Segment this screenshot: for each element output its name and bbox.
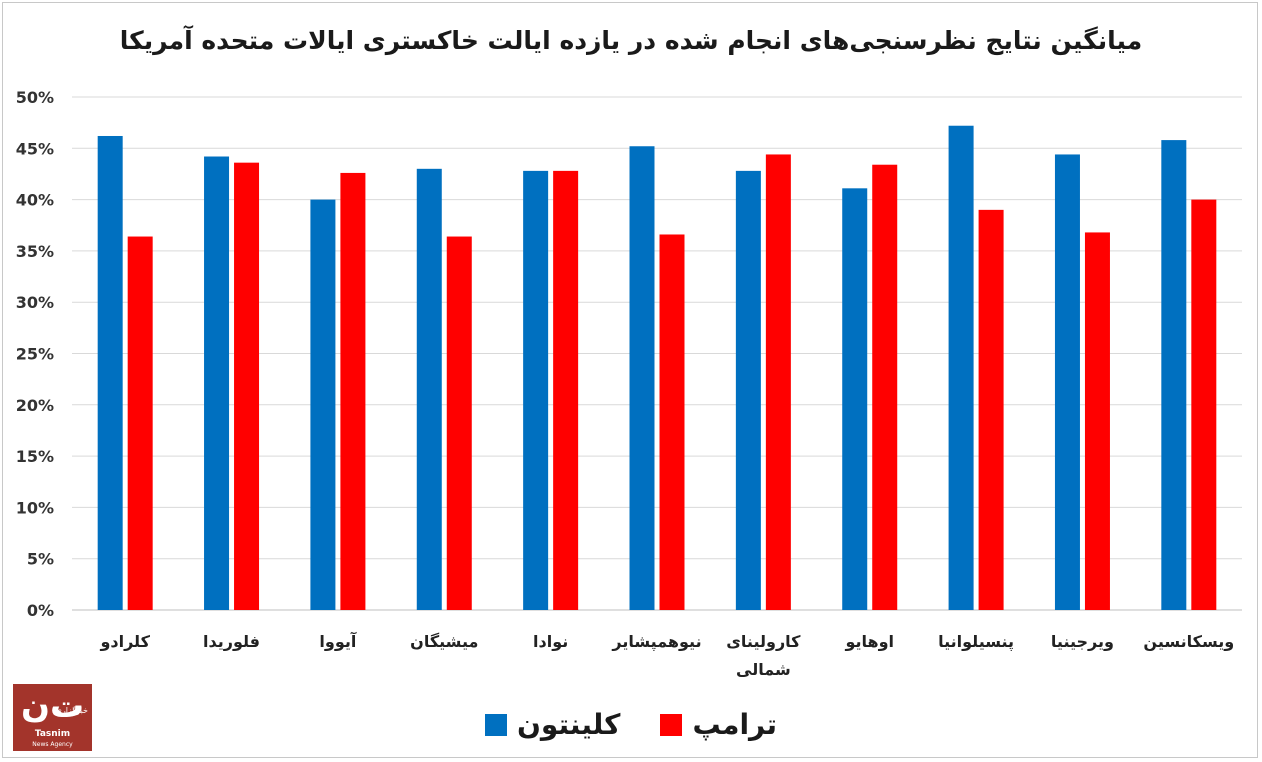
x-tick-label: نیوهمپشایر (611, 632, 701, 652)
bar-clinton (948, 125, 974, 610)
bar-clinton (97, 135, 123, 610)
x-tick-label: پنسیلوانیا (938, 632, 1014, 652)
bar-trump (659, 234, 685, 610)
x-tick-label: کارولینای (726, 632, 801, 651)
x-tick-label: ویرجینیا (1051, 632, 1114, 651)
legend-item-clinton: کلینتون (485, 708, 620, 741)
chart-title: میانگین نتایج نظرسنجی‌های انجام شده در ی… (119, 26, 1143, 55)
y-tick-label: 35% (16, 242, 54, 261)
logo-text-en: Tasnim (34, 729, 71, 739)
y-tick-label: 30% (16, 293, 54, 312)
y-tick-label: 40% (16, 191, 54, 210)
y-tick-label: 5% (27, 550, 54, 569)
y-tick-label: 25% (16, 345, 54, 364)
bar-clinton (735, 170, 761, 610)
bar-clinton (1161, 140, 1187, 611)
legend-swatch-trump (660, 713, 683, 736)
logo-subtext-en: News Agency (32, 741, 73, 748)
bar-trump (553, 170, 579, 610)
bar-trump (340, 172, 366, 610)
tasnim-logo: ت‌ن خبرگزاری Tasnim News Agency (13, 684, 92, 751)
legend-label-trump: ترامپ (692, 708, 777, 741)
x-tick-label: شمالی (736, 660, 791, 679)
y-tick-label: 50% (16, 88, 54, 107)
bar-clinton (204, 156, 230, 610)
y-tick-label: 10% (16, 498, 54, 517)
y-tick-label: 0% (27, 601, 54, 620)
x-tick-label: کلرادو (99, 632, 150, 651)
legend-swatch-clinton (485, 713, 507, 736)
bar-trump (765, 154, 791, 610)
bar-clinton (1054, 154, 1080, 610)
legend: کلینتون ترامپ (0, 708, 1262, 741)
y-tick-label: 45% (16, 139, 54, 158)
y-tick-label: 20% (16, 396, 54, 415)
bar-clinton (842, 188, 868, 610)
x-tick-label: اوهایو (844, 632, 894, 651)
logo-mark: ت‌ن (21, 686, 85, 726)
x-tick-label: آیووا (319, 631, 356, 651)
bar-trump (127, 236, 153, 610)
x-tick-label: فلوریدا (203, 632, 260, 651)
x-tick-label: ویسکانسین (1143, 632, 1234, 651)
bar-chart: 0% 5% 10% 15% 20% 25% 30% 35% 40% 45% 50% کلرادو فلو… (16, 88, 1242, 679)
legend-label-clinton: کلینتون (517, 708, 621, 741)
bar-trump (446, 236, 472, 610)
bar-trump (1191, 199, 1217, 610)
bar-clinton (310, 199, 336, 610)
legend-item-trump: ترامپ (660, 708, 777, 741)
x-tick-label: میشیگان (410, 632, 478, 651)
bar-trump (234, 162, 260, 610)
x-tick-label: نوادا (533, 632, 568, 651)
bar-trump (978, 209, 1004, 611)
bar-trump (1084, 232, 1110, 610)
bar-clinton (416, 168, 442, 610)
y-tick-label: 15% (16, 447, 54, 466)
bar-trump (872, 164, 898, 610)
logo-text-fa: خبرگزاری (55, 706, 88, 715)
bar-clinton (523, 170, 549, 610)
bar-clinton (629, 146, 655, 611)
